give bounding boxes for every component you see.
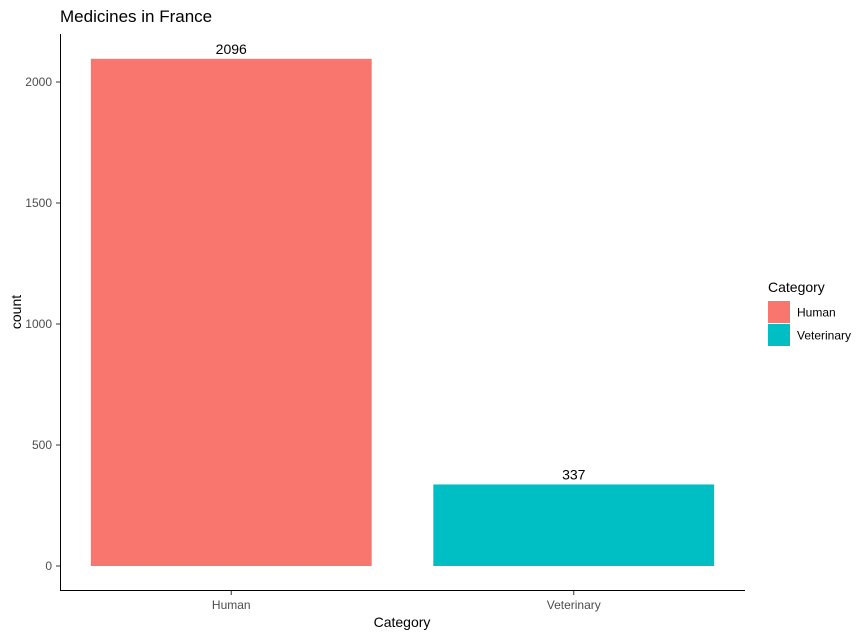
y-tick-label: 1000 (25, 317, 52, 331)
legend-label-veterinary: Veterinary (797, 329, 851, 343)
plot-area: 0 500 1000 1500 2000 2096 Human 337 Veterinary (25, 41, 715, 612)
x-axis-title: Category (374, 614, 431, 630)
x-tick-label-human: Human (212, 598, 251, 612)
legend-title: Category (768, 279, 825, 295)
data-label-veterinary: 337 (562, 466, 586, 482)
data-label-human: 2096 (216, 41, 247, 57)
bar-veterinary (433, 484, 715, 566)
chart-title: Medicines in France (60, 7, 212, 26)
y-tick-label: 0 (45, 559, 52, 573)
y-tick-label: 500 (32, 438, 52, 452)
y-tick-label: 2000 (25, 75, 52, 89)
bar-human (90, 58, 372, 566)
legend-swatch-human (768, 301, 790, 323)
y-axis-title: count (8, 295, 24, 329)
legend-swatch-veterinary (768, 324, 790, 346)
y-tick-label: 1500 (25, 196, 52, 210)
legend: Category Human Veterinary (768, 279, 851, 346)
x-tick-label-veterinary: Veterinary (547, 598, 601, 612)
legend-label-human: Human (797, 306, 836, 320)
